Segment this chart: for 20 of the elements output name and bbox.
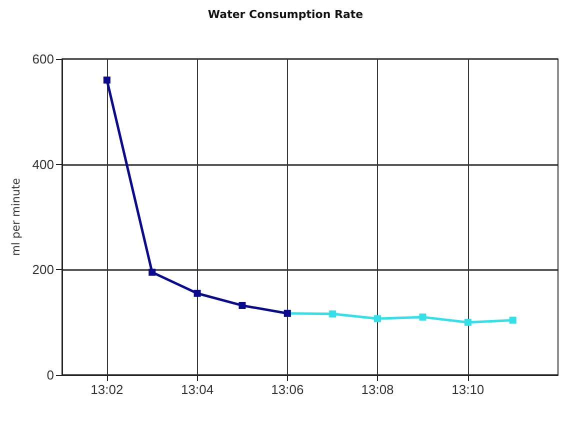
chart-title: Water Consumption Rate	[208, 8, 364, 21]
x-tick-label: 13:10	[452, 382, 484, 397]
y-axis-title: ml per minute	[9, 178, 22, 256]
point	[464, 318, 472, 326]
y-tick-label: 400	[32, 156, 54, 172]
point	[238, 302, 246, 309]
point	[148, 268, 156, 276]
x-tick-label: 13:04	[181, 382, 214, 397]
point	[194, 290, 201, 297]
point	[374, 315, 382, 322]
point	[419, 314, 426, 321]
y-tick-label: 0	[46, 368, 54, 382]
point	[509, 316, 516, 324]
y-tick-label: 600	[32, 52, 54, 66]
x-tick-label: 13:06	[271, 382, 304, 397]
y-tick-label: 200	[32, 262, 54, 278]
point	[329, 310, 336, 318]
x-tick-label: 13:08	[361, 382, 394, 397]
point	[103, 76, 110, 84]
x-tick-label: 13:02	[90, 382, 124, 397]
